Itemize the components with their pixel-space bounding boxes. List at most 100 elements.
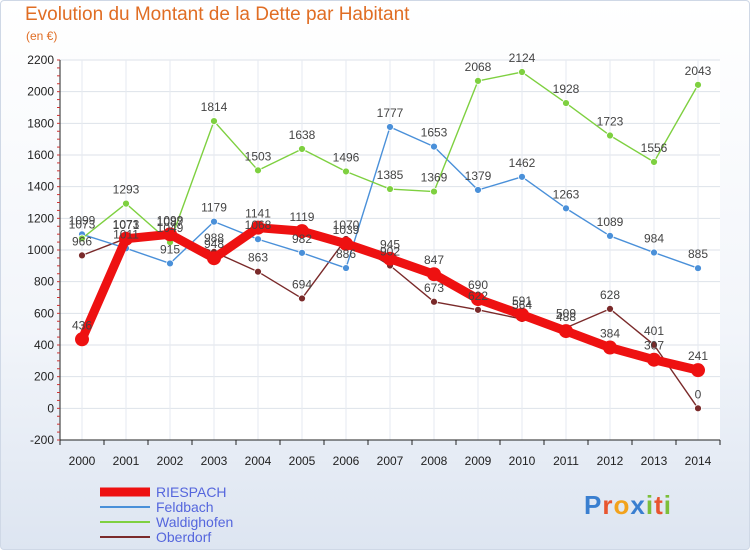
- data-point-riespach: [427, 267, 441, 282]
- data-point-riespach: [207, 251, 221, 266]
- data-point-feldbach: [298, 248, 306, 257]
- data-label-riespach: 1141: [245, 207, 271, 221]
- data-label-oberdorf: 622: [468, 289, 488, 303]
- data-label-waldighofen: 1369: [421, 171, 448, 185]
- chart-title: Evolution du Montant de la Dette par Hab…: [25, 4, 410, 25]
- data-label-waldighofen: 1496: [333, 150, 360, 164]
- data-point-riespach: [603, 340, 617, 355]
- data-label-riespach: 436: [72, 318, 92, 332]
- y-tick-label: 1000: [27, 243, 54, 257]
- x-tick-label: 2000: [69, 454, 96, 468]
- data-point-waldighofen: [474, 77, 482, 85]
- data-label-oberdorf: 988: [204, 231, 224, 245]
- data-label-oberdorf: 902: [380, 245, 400, 259]
- x-tick-label: 2005: [289, 454, 316, 468]
- data-point-oberdorf: [694, 404, 702, 413]
- data-point-waldighofen: [386, 185, 394, 193]
- axes: -200 0 200 400 600 800 1000 1200 1400 1600 1800 200…: [27, 53, 721, 468]
- data-label-waldighofen: 1073: [69, 217, 96, 231]
- data-point-feldbach: [562, 204, 570, 213]
- data-label-feldbach: 886: [336, 247, 356, 261]
- data-label-riespach: 1071: [113, 218, 140, 232]
- data-label-waldighofen: 1814: [201, 100, 228, 114]
- data-point-waldighofen: [430, 187, 438, 196]
- y-tick-label: 1200: [27, 211, 54, 225]
- data-label-waldighofen: 1928: [553, 82, 580, 96]
- x-tick-label: 2013: [641, 454, 668, 468]
- data-label-oberdorf: 1073: [113, 217, 140, 231]
- logo-letter: P: [584, 490, 603, 520]
- logo-letter: t: [654, 490, 664, 520]
- data-label-oberdorf: 0: [695, 387, 702, 401]
- data-point-feldbach: [166, 259, 174, 268]
- x-tick-label: 2004: [245, 454, 272, 468]
- data-point-feldbach: [342, 264, 350, 272]
- data-label-feldbach: 885: [688, 247, 708, 261]
- data-label-waldighofen: 1385: [377, 168, 404, 182]
- y-tick-label: 2200: [27, 53, 54, 67]
- data-point-riespach: [383, 251, 397, 266]
- data-label-feldbach: 915: [160, 242, 180, 256]
- data-label-waldighofen: 2124: [509, 51, 536, 65]
- data-label-riespach: 591: [512, 294, 532, 308]
- logo-letter: o: [613, 490, 631, 520]
- data-point-oberdorf: [650, 340, 658, 349]
- data-label-waldighofen: 1049: [157, 221, 184, 235]
- data-point-waldighofen: [342, 167, 350, 176]
- data-point-riespach: [471, 292, 485, 307]
- data-point-waldighofen: [606, 131, 614, 140]
- logo-letter: i: [645, 490, 655, 520]
- series-layer: [75, 68, 705, 413]
- data-point-feldbach: [386, 123, 394, 131]
- data-point-riespach: [515, 307, 529, 322]
- data-point-riespach: [163, 227, 177, 242]
- data-label-riespach: 847: [424, 253, 444, 267]
- x-tick-label: 2010: [509, 454, 536, 468]
- data-point-feldbach: [210, 217, 218, 226]
- data-label-feldbach: 1089: [597, 215, 624, 229]
- data-point-riespach: [339, 236, 353, 251]
- data-label-feldbach: 1263: [553, 187, 580, 201]
- y-tick-label: 1600: [27, 148, 54, 162]
- data-label-oberdorf: 401: [644, 324, 664, 338]
- data-point-oberdorf: [474, 305, 482, 314]
- data-label-feldbach: 1099: [69, 213, 96, 227]
- data-label-riespach: 1099: [157, 213, 184, 227]
- data-point-feldbach: [430, 142, 438, 151]
- data-label-oberdorf: 628: [600, 288, 620, 302]
- data-label-riespach: 384: [600, 327, 620, 341]
- data-label-riespach: 241: [688, 349, 708, 363]
- y-tick-label: -200: [30, 433, 54, 447]
- data-point-waldighofen: [694, 80, 702, 89]
- y-tick-label: 600: [34, 306, 54, 320]
- x-tick-label: 2001: [113, 454, 140, 468]
- data-point-oberdorf: [606, 304, 614, 313]
- data-point-feldbach: [254, 235, 262, 244]
- data-label-feldbach: 1777: [377, 106, 404, 120]
- data-point-waldighofen: [254, 166, 262, 175]
- y-tick-label: 800: [34, 275, 54, 289]
- data-label-oberdorf: 673: [424, 281, 444, 295]
- data-label-feldbach: 1462: [509, 156, 536, 170]
- chart-subtitle: (en €): [26, 29, 58, 43]
- x-tick-label: 2007: [377, 454, 404, 468]
- data-point-oberdorf: [254, 267, 262, 276]
- data-label-oberdorf: 564: [512, 298, 532, 312]
- data-label-riespach: 690: [468, 278, 488, 292]
- data-label-feldbach: 1653: [421, 126, 448, 140]
- data-point-riespach: [691, 363, 705, 378]
- data-label-oberdorf: 694: [292, 277, 312, 291]
- data-label-waldighofen: 1556: [641, 141, 668, 155]
- data-point-waldighofen: [78, 234, 86, 243]
- y-tick-label: 200: [34, 370, 54, 384]
- data-point-feldbach: [606, 232, 614, 240]
- data-point-riespach: [119, 231, 133, 246]
- data-label-feldbach: 982: [292, 232, 312, 246]
- data-label-feldbach: 1068: [245, 218, 272, 232]
- data-point-riespach: [559, 324, 573, 339]
- logo-letter: x: [630, 490, 646, 520]
- data-label-riespach: 307: [644, 339, 664, 353]
- data-labels: 966 1073 1087 988 863 694 1070 902 673 622 564 509 6…: [69, 51, 712, 401]
